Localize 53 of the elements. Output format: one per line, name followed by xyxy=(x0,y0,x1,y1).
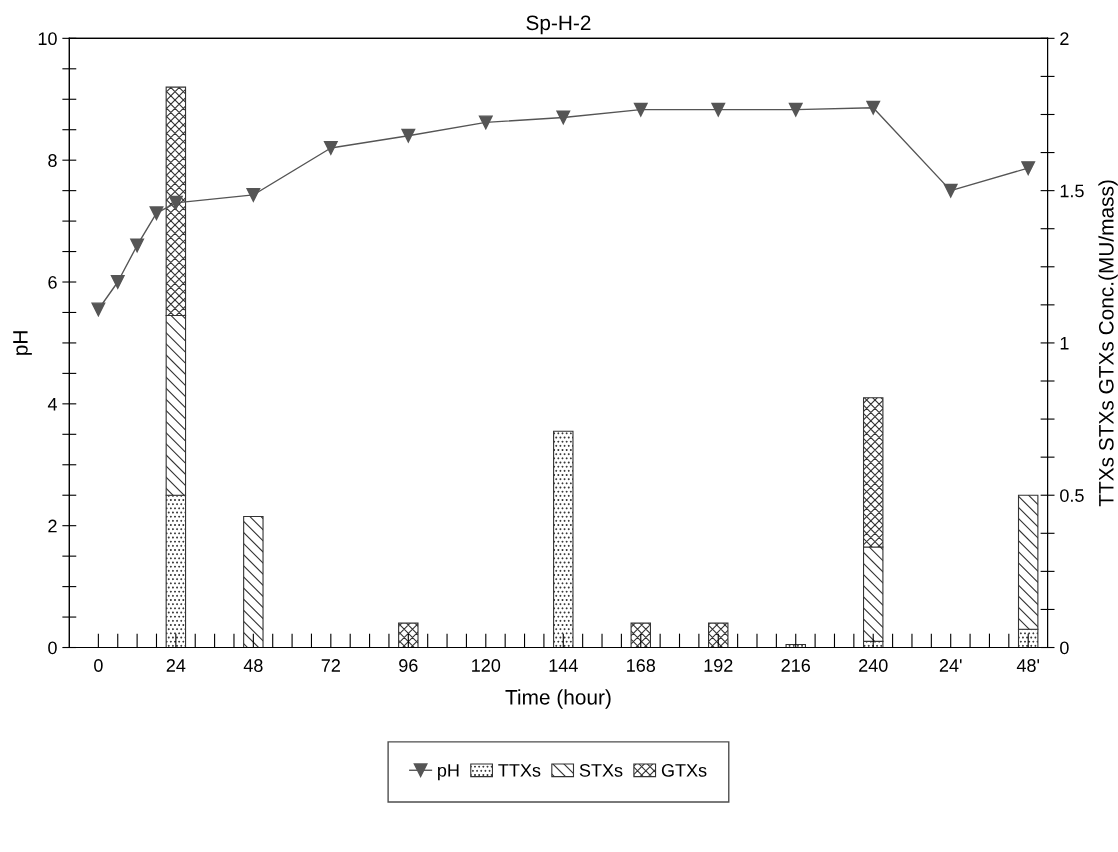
legend-label: TTXs xyxy=(498,764,541,777)
point xyxy=(1021,161,1036,176)
y-tick-label: 4 xyxy=(47,397,57,411)
legend-label: pH xyxy=(438,764,459,781)
x-tick-label: 48 xyxy=(243,659,263,672)
point xyxy=(478,115,493,130)
y2-tick-label: 0 xyxy=(1060,641,1069,655)
bar xyxy=(553,430,574,648)
bar xyxy=(398,622,419,648)
x-tick-label: 24' xyxy=(939,659,962,672)
point xyxy=(788,102,803,117)
point xyxy=(130,238,145,253)
x-tick-label: 96 xyxy=(399,659,418,672)
bar xyxy=(630,622,652,648)
y-axis-title: pH xyxy=(13,331,32,355)
point xyxy=(91,302,106,317)
x-tick-label: 216 xyxy=(781,659,811,672)
y-tick-label: 2 xyxy=(48,519,57,533)
point xyxy=(943,183,958,198)
x-tick-label: 192 xyxy=(704,659,733,672)
point xyxy=(401,128,416,143)
x-tick-label: 168 xyxy=(627,659,656,672)
x-tick-label: 24 xyxy=(166,659,186,672)
bar xyxy=(243,515,264,648)
x-tick-label: 0 xyxy=(94,659,103,672)
y2-tick-label: 0.5 xyxy=(1060,489,1084,502)
x-tick-label: 120 xyxy=(472,659,501,672)
y2-tick-label: 1.5 xyxy=(1060,184,1084,198)
point xyxy=(168,195,183,210)
point xyxy=(633,102,648,117)
x-axis-title: Time (hour) xyxy=(505,689,611,709)
y-tick-label: 6 xyxy=(48,275,57,289)
x-tick-label: 72 xyxy=(321,659,340,672)
point xyxy=(556,110,571,125)
y2-tick-label: 1 xyxy=(1060,337,1069,350)
point xyxy=(323,141,338,155)
x-tick-label: 48' xyxy=(1016,659,1040,672)
bar xyxy=(708,622,729,648)
y2-tick-label: 2 xyxy=(1060,32,1069,45)
point xyxy=(246,187,261,202)
point xyxy=(149,206,164,221)
y2-axis-title: TTXs STXs GTXs Conc.(MU/mass) xyxy=(1098,180,1118,507)
point xyxy=(866,100,881,115)
chart-title: Sp-H-2 xyxy=(526,15,591,35)
y-tick-label: 10 xyxy=(38,32,57,46)
point xyxy=(110,275,125,289)
y-tick-label: 8 xyxy=(48,154,57,167)
legend-label: GTXs xyxy=(661,763,707,777)
y-tick-label: 0 xyxy=(48,641,57,655)
x-tick-label: 144 xyxy=(549,659,578,672)
point xyxy=(711,102,726,117)
legend-label: STXs xyxy=(579,763,623,777)
x-tick-label: 240 xyxy=(859,659,888,672)
